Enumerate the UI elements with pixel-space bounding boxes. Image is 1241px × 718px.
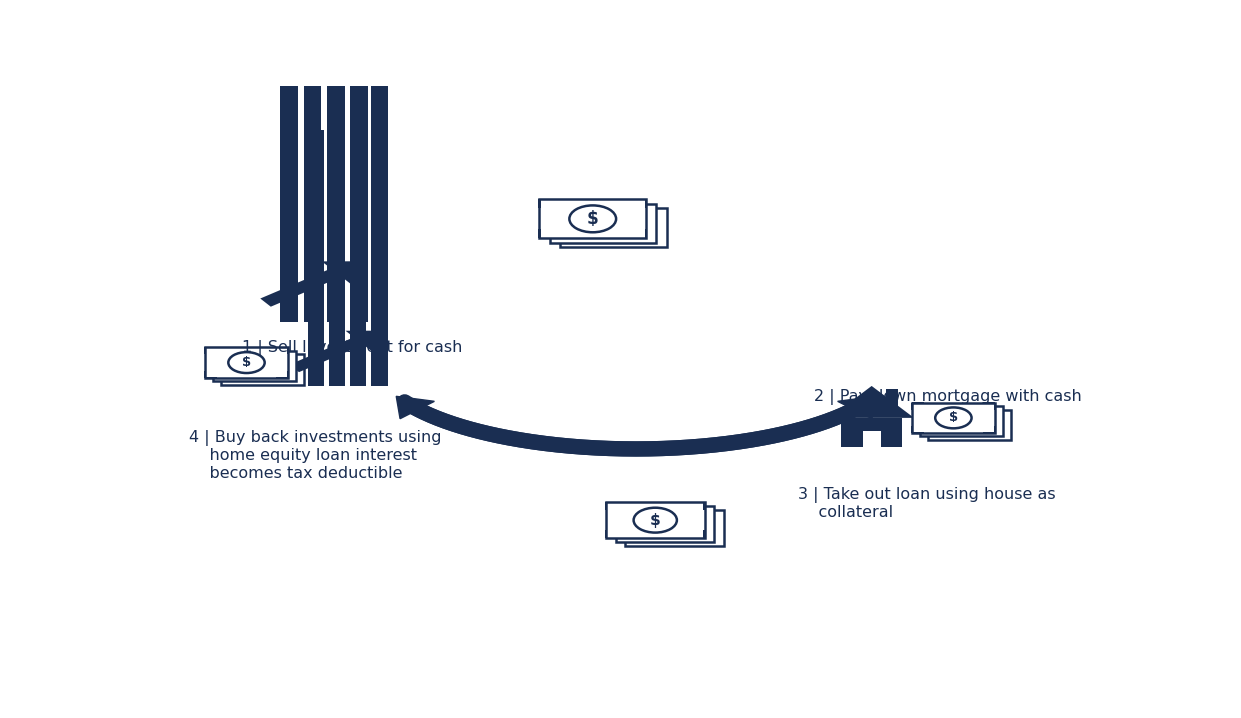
FancyBboxPatch shape bbox=[606, 502, 705, 538]
Bar bbox=[994, 403, 995, 410]
FancyBboxPatch shape bbox=[550, 204, 656, 243]
Polygon shape bbox=[829, 386, 915, 418]
Bar bbox=[886, 389, 898, 406]
Text: 4 | Buy back investments using
    home equity loan interest
    becomes tax ded: 4 | Buy back investments using home equi… bbox=[189, 430, 442, 481]
Text: 2 | Pay down mortgage with cash: 2 | Pay down mortgage with cash bbox=[814, 389, 1082, 405]
Bar bbox=[645, 229, 647, 238]
Bar bbox=[604, 530, 607, 538]
Bar bbox=[690, 502, 705, 503]
Bar bbox=[540, 199, 555, 200]
FancyBboxPatch shape bbox=[616, 506, 714, 542]
Circle shape bbox=[570, 205, 616, 233]
Bar bbox=[912, 402, 925, 404]
Bar bbox=[841, 418, 902, 447]
Circle shape bbox=[936, 407, 972, 429]
Bar bbox=[205, 347, 217, 348]
Bar bbox=[276, 377, 288, 378]
Text: $: $ bbox=[949, 411, 958, 424]
Bar bbox=[304, 0, 321, 322]
Bar bbox=[205, 348, 206, 355]
Text: $: $ bbox=[650, 513, 660, 528]
Bar bbox=[287, 348, 289, 355]
Bar bbox=[704, 530, 706, 538]
Bar bbox=[704, 502, 706, 510]
Bar bbox=[912, 432, 925, 434]
Text: 3 | Take out loan using house as
    collateral: 3 | Take out loan using house as collate… bbox=[798, 487, 1055, 521]
Bar bbox=[539, 200, 541, 208]
Circle shape bbox=[228, 352, 264, 373]
FancyBboxPatch shape bbox=[221, 355, 304, 385]
Bar bbox=[862, 431, 881, 447]
Circle shape bbox=[634, 508, 676, 533]
Polygon shape bbox=[838, 396, 876, 419]
Bar bbox=[604, 502, 607, 510]
FancyBboxPatch shape bbox=[540, 200, 647, 238]
Bar bbox=[329, 0, 345, 386]
Bar bbox=[645, 200, 647, 208]
Text: 1 | Sell Investment for cash: 1 | Sell Investment for cash bbox=[242, 340, 462, 356]
Text: $: $ bbox=[587, 210, 598, 228]
Bar bbox=[983, 402, 995, 404]
Polygon shape bbox=[345, 331, 383, 351]
Bar bbox=[630, 199, 647, 200]
Bar bbox=[287, 370, 289, 378]
FancyBboxPatch shape bbox=[205, 348, 288, 378]
Bar bbox=[911, 403, 913, 410]
FancyBboxPatch shape bbox=[625, 510, 724, 546]
Bar bbox=[606, 502, 620, 503]
FancyBboxPatch shape bbox=[928, 410, 1011, 440]
Bar bbox=[630, 238, 647, 239]
Bar bbox=[205, 377, 217, 378]
Bar bbox=[911, 426, 913, 433]
FancyBboxPatch shape bbox=[920, 406, 1003, 437]
Polygon shape bbox=[396, 396, 434, 419]
Polygon shape bbox=[289, 337, 364, 372]
Bar bbox=[280, 42, 298, 322]
Bar bbox=[539, 229, 541, 238]
Bar bbox=[205, 370, 206, 378]
Bar bbox=[540, 238, 555, 239]
FancyBboxPatch shape bbox=[912, 403, 995, 433]
Bar bbox=[350, 0, 367, 322]
Polygon shape bbox=[261, 269, 341, 307]
Polygon shape bbox=[321, 261, 362, 284]
FancyBboxPatch shape bbox=[213, 351, 295, 381]
Bar bbox=[994, 426, 995, 433]
Bar bbox=[983, 432, 995, 434]
Text: $: $ bbox=[242, 356, 251, 369]
Bar bbox=[350, 0, 366, 386]
Bar bbox=[308, 131, 324, 386]
Bar bbox=[326, 0, 345, 322]
Bar bbox=[371, 0, 387, 386]
FancyBboxPatch shape bbox=[560, 208, 666, 247]
Bar bbox=[276, 347, 288, 348]
